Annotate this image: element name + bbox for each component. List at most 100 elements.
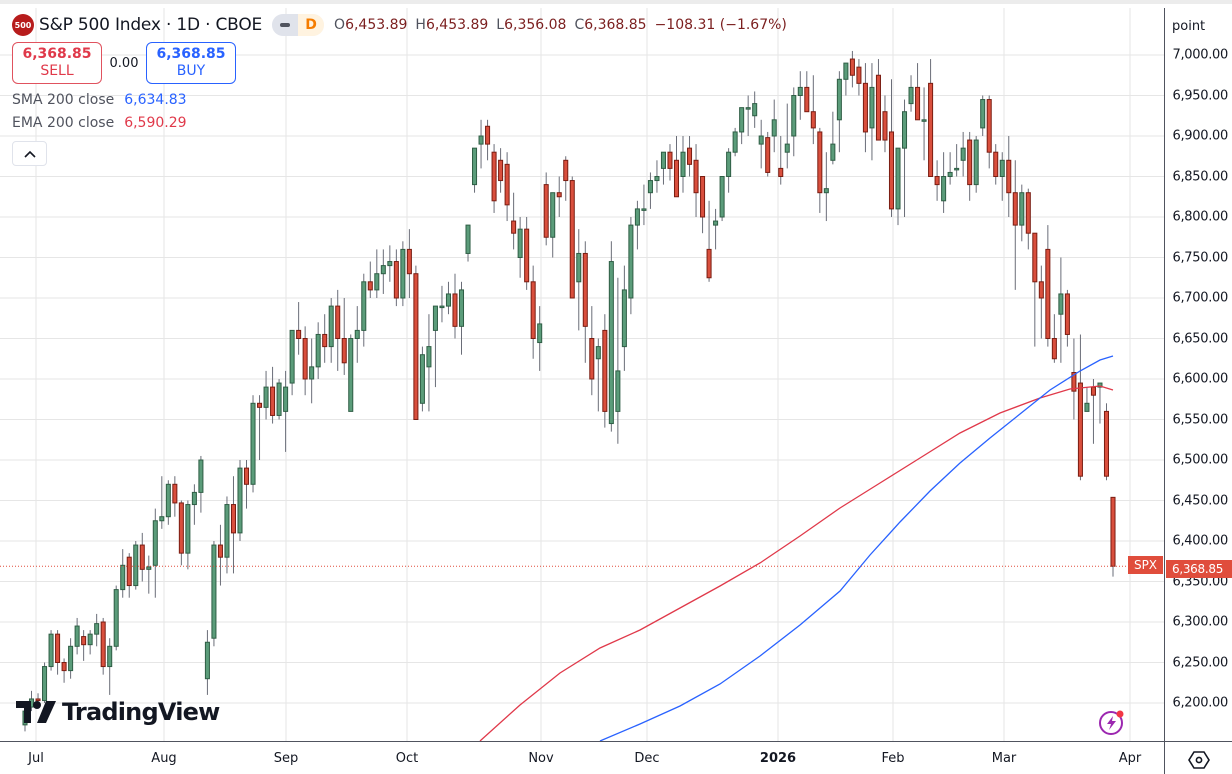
candle-up[interactable] [615, 370, 621, 412]
candle-up[interactable] [94, 623, 100, 635]
candle-up[interactable] [947, 171, 953, 177]
buy-button[interactable]: 6,368.85 BUY [146, 42, 236, 84]
candle-down[interactable] [257, 402, 263, 408]
candle-up[interactable] [185, 504, 191, 554]
candle-down[interactable] [706, 248, 712, 279]
candle-up[interactable] [726, 151, 732, 177]
candle-up[interactable] [191, 491, 197, 506]
candle-down[interactable] [928, 82, 934, 177]
candle-up[interactable] [432, 305, 438, 331]
candle-down[interactable] [1110, 496, 1116, 567]
candle-up[interactable] [374, 273, 380, 291]
candle-down[interactable] [778, 167, 784, 177]
candle-up[interactable] [1019, 192, 1025, 226]
price-chart-pane[interactable] [0, 8, 1164, 741]
candle-down[interactable] [100, 621, 106, 668]
candle-up[interactable] [107, 645, 113, 668]
candle-down[interactable] [862, 82, 868, 133]
candle-down[interactable] [888, 131, 895, 210]
sell-button[interactable]: 6,368.85 SELL [12, 42, 102, 84]
candle-up[interactable] [758, 135, 764, 145]
candle-up[interactable] [48, 633, 54, 668]
candle-up[interactable] [647, 180, 653, 194]
candle-down[interactable] [341, 338, 347, 364]
candle-down[interactable] [687, 147, 693, 165]
candle-up[interactable] [732, 131, 738, 153]
candle-up[interactable] [980, 99, 986, 129]
candle-down[interactable] [700, 176, 706, 218]
candle-up[interactable] [1058, 293, 1064, 315]
candle-up[interactable] [628, 224, 634, 299]
candle-down[interactable] [1051, 338, 1057, 360]
candle-down[interactable] [139, 544, 145, 570]
candle-up[interactable] [823, 188, 829, 194]
candle-down[interactable] [55, 633, 61, 664]
candle-up[interactable] [954, 167, 960, 171]
tradingview-logo[interactable]: TradingView [16, 698, 220, 726]
candle-up[interactable] [74, 625, 80, 647]
candle-up[interactable] [283, 386, 289, 412]
candle-down[interactable] [882, 111, 888, 141]
candle-down[interactable] [915, 86, 921, 121]
candle-up[interactable] [263, 386, 269, 408]
indicator-ema[interactable]: EMA 200 close 6,590.29 [12, 113, 787, 133]
candle-up[interactable] [68, 645, 74, 672]
candle-up[interactable] [400, 248, 406, 299]
candle-down[interactable] [1077, 382, 1083, 477]
candle-down[interactable] [61, 662, 67, 672]
candle-down[interactable] [804, 86, 810, 113]
lightning-alert-icon[interactable] [1098, 708, 1126, 736]
price-unit-label[interactable]: point [1167, 14, 1229, 40]
candle-up[interactable] [908, 86, 914, 105]
candle-down[interactable] [511, 220, 517, 234]
candle-up[interactable] [752, 103, 758, 117]
chart-settings-button[interactable] [1164, 741, 1232, 774]
candle-up[interactable] [354, 329, 360, 339]
candle-down[interactable] [582, 252, 588, 327]
price-axis[interactable]: point 7,000.00 6,950.00 6,900.00 6,850.00 6,… [1164, 8, 1232, 741]
candle-down[interactable] [452, 293, 458, 327]
collapse-legend-button[interactable] [12, 141, 47, 166]
candle-up[interactable] [380, 265, 386, 275]
candle-down[interactable] [1038, 281, 1044, 299]
indicator-sma[interactable]: SMA 200 close 6,634.83 [12, 90, 787, 110]
candle-down[interactable] [302, 338, 308, 380]
candle-down[interactable] [556, 192, 562, 198]
candlestick-chart[interactable] [0, 8, 1164, 741]
candle-up[interactable] [595, 346, 601, 360]
candle-down[interactable] [589, 338, 595, 380]
candle-up[interactable] [784, 143, 790, 153]
candle-up[interactable] [120, 564, 126, 591]
candle-down[interactable] [413, 273, 419, 421]
candle-down[interactable] [1012, 192, 1018, 226]
candle-down[interactable] [1090, 386, 1096, 396]
candle-up[interactable] [608, 261, 614, 425]
candle-up[interactable] [960, 147, 966, 161]
candle-up[interactable] [1084, 402, 1090, 412]
candle-up[interactable] [921, 119, 927, 122]
candle-down[interactable] [178, 502, 184, 554]
candle-up[interactable] [791, 95, 797, 137]
candle-up[interactable] [42, 666, 48, 702]
candle-up[interactable] [739, 107, 745, 133]
candle-up[interactable] [198, 459, 204, 493]
candle-down[interactable] [393, 261, 399, 299]
candle-down[interactable] [967, 139, 973, 186]
interval-pill[interactable]: D [272, 14, 325, 36]
candle-up[interactable] [224, 504, 230, 558]
candle-down[interactable] [934, 176, 940, 186]
candle-down[interactable] [810, 111, 816, 129]
interval-badge[interactable]: D [298, 14, 325, 36]
candle-up[interactable] [550, 192, 556, 238]
candle-up[interactable] [439, 305, 445, 309]
candle-up[interactable] [941, 176, 947, 202]
candle-up[interactable] [387, 261, 393, 267]
candle-up[interactable] [419, 354, 425, 404]
candle-down[interactable] [849, 58, 855, 76]
candle-up[interactable] [634, 208, 640, 226]
candle-down[interactable] [1032, 232, 1038, 283]
candle-down[interactable] [1103, 410, 1110, 477]
candle-down[interactable] [543, 184, 549, 238]
candle-up[interactable] [999, 159, 1005, 178]
candle-down[interactable] [367, 281, 373, 291]
